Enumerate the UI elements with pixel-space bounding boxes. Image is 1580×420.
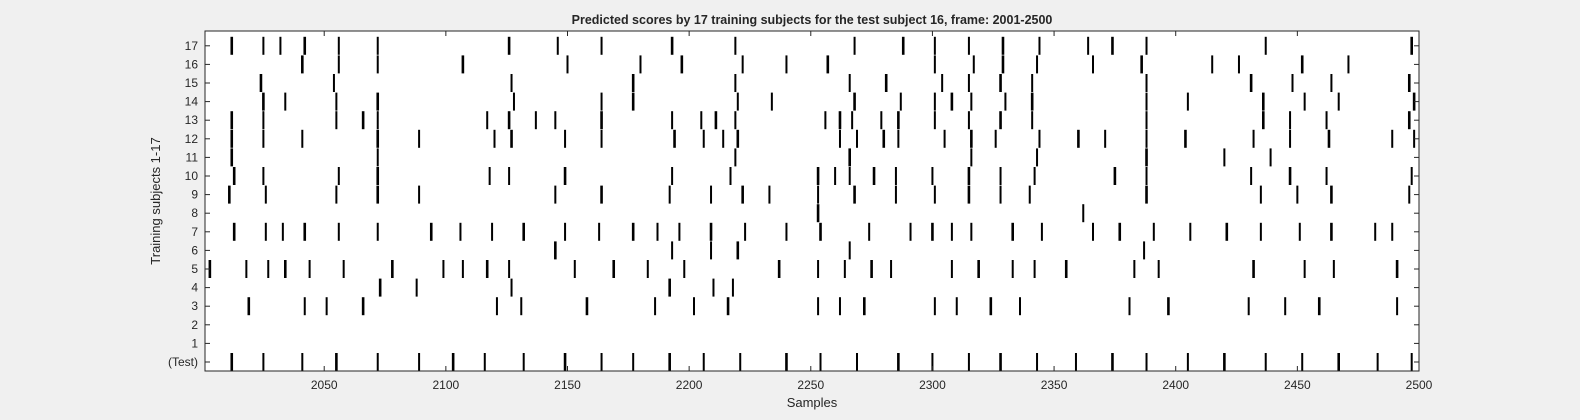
y-tick-label: 15 xyxy=(185,76,199,90)
x-tick-label: 2100 xyxy=(433,378,460,392)
y-tick-label: 8 xyxy=(191,206,198,220)
y-tick-label: 11 xyxy=(186,150,199,164)
x-axis-ticks: 2050 2100 2150 2200 2250 2300 2350 2400 2450 2500 xyxy=(311,31,1433,392)
y-tick-label: (Test) xyxy=(168,355,198,369)
plot-area xyxy=(205,31,1419,371)
y-axis-label: Training subjects 1-17 xyxy=(148,137,163,264)
chart-title: Predicted scores by 17 training subjects… xyxy=(572,13,1053,27)
x-tick-label: 2400 xyxy=(1162,378,1189,392)
y-tick-label: 10 xyxy=(185,169,199,183)
y-tick-label: 13 xyxy=(185,113,199,127)
y-tick-label: 4 xyxy=(191,281,198,295)
x-tick-label: 2200 xyxy=(676,378,703,392)
x-tick-label: 2450 xyxy=(1284,378,1311,392)
y-tick-label: 17 xyxy=(185,39,199,53)
x-tick-label: 2250 xyxy=(797,378,824,392)
y-tick-label: 7 xyxy=(191,225,198,239)
y-tick-label: 9 xyxy=(191,188,198,202)
y-tick-label: 3 xyxy=(191,299,198,313)
x-tick-label: 2350 xyxy=(1041,378,1068,392)
x-axis-label: Samples xyxy=(787,395,838,410)
y-tick-label: 2 xyxy=(191,318,198,332)
y-tick-label: 12 xyxy=(185,132,199,146)
y-tick-label: 6 xyxy=(191,243,198,257)
x-tick-label: 2300 xyxy=(919,378,946,392)
x-tick-label: 2500 xyxy=(1406,378,1433,392)
x-tick-label: 2050 xyxy=(311,378,338,392)
y-tick-label: 16 xyxy=(185,57,199,71)
spike-marks xyxy=(208,36,1416,371)
y-tick-label: 1 xyxy=(191,336,198,350)
plot-frame xyxy=(204,30,1420,372)
x-tick-label: 2150 xyxy=(554,378,581,392)
y-tick-label: 5 xyxy=(191,262,198,276)
y-tick-label: 14 xyxy=(185,95,199,109)
